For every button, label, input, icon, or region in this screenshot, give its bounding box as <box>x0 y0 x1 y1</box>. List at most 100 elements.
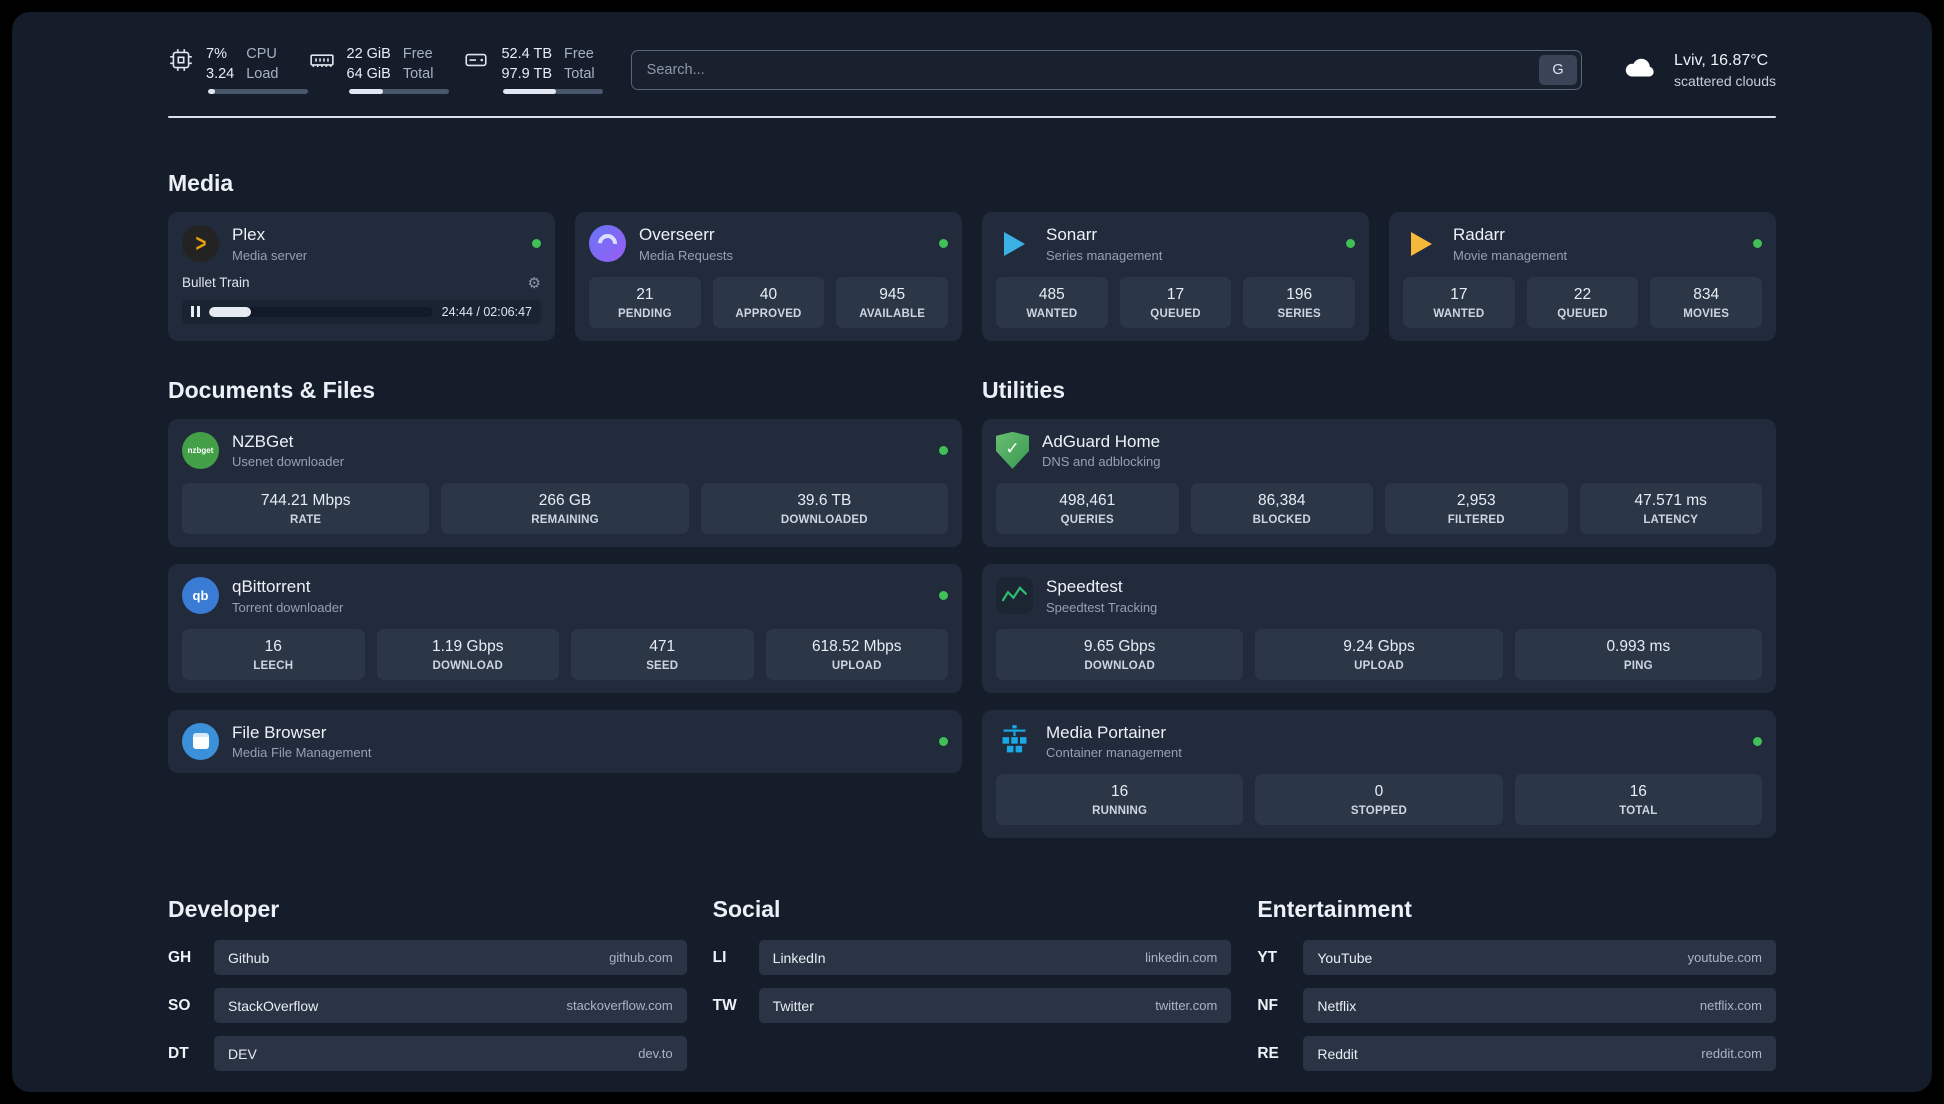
status-dot <box>939 445 948 455</box>
qbittorrent-icon[interactable]: qb <box>182 577 219 615</box>
stat-box: 945 AVAILABLE <box>836 276 949 328</box>
stat-box: 485 WANTED <box>996 276 1108 328</box>
disk-stat: 52.4 TB 97.9 TB Free Total <box>463 46 604 94</box>
app-name-plex[interactable]: Plex <box>232 225 266 244</box>
status-dot <box>1753 736 1762 746</box>
bookmark-row: TW Twitter twitter.com <box>713 988 1232 1024</box>
bookmark-abbr: NF <box>1257 996 1278 1014</box>
cpu-percent: 7% <box>206 46 227 62</box>
speedtest-icon[interactable] <box>996 577 1033 615</box>
app-subtitle-speedtest: Speedtest Tracking <box>1046 599 1158 615</box>
adguard-shield-icon[interactable]: ✓ <box>996 431 1029 469</box>
app-subtitle-portainer: Container management <box>1046 745 1182 761</box>
bookmark-row: NF Netflix netflix.com <box>1257 988 1776 1024</box>
bookmark-link-linkedin[interactable]: LinkedIn linkedin.com <box>758 940 1232 976</box>
app-name-radarr[interactable]: Radarr <box>1453 225 1505 244</box>
stat-value: 39.6 TB <box>797 492 852 510</box>
stat-value: 9.24 Gbps <box>1343 637 1415 655</box>
stat-box: 9.65 Gbps DOWNLOAD <box>996 628 1244 680</box>
bookmark-link-dev[interactable]: DEV dev.to <box>214 1036 687 1072</box>
stat-value: 17 <box>1166 285 1185 303</box>
stat-value: 498,461 <box>1059 492 1116 510</box>
stat-label: DOWNLOAD <box>1084 659 1155 672</box>
app-name-overseerr[interactable]: Overseerr <box>639 225 715 244</box>
cpu-usage-bar <box>208 89 308 94</box>
pause-button[interactable] <box>191 306 200 318</box>
app-name-sonarr[interactable]: Sonarr <box>1046 225 1098 244</box>
stat-label: LEECH <box>253 659 294 672</box>
bookmark-link-twitter[interactable]: Twitter twitter.com <box>758 988 1232 1024</box>
filebrowser-icon[interactable] <box>182 722 219 760</box>
app-name-nzbget[interactable]: NZBGet <box>232 431 294 451</box>
ram-total-label: Total <box>402 66 434 82</box>
ram-free-label: Free <box>402 46 433 62</box>
cpu-chip-icon <box>168 47 194 78</box>
search-provider-button[interactable]: G <box>1539 55 1578 85</box>
overseerr-icon[interactable] <box>589 225 626 263</box>
app-name-qbittorrent[interactable]: qBittorrent <box>232 577 311 597</box>
bookmark-link-youtube[interactable]: YouTube youtube.com <box>1303 940 1776 976</box>
stat-value: 16 <box>1111 783 1129 801</box>
bookmark-link-stackoverflow[interactable]: StackOverflow stackoverflow.com <box>214 988 687 1024</box>
cpu-load-label: Load <box>246 66 279 82</box>
app-subtitle-filebrowser: Media File Management <box>232 745 372 761</box>
stat-value: 40 <box>759 285 778 303</box>
bookmark-group-developer: Developer GH Github github.com SO StackO… <box>168 896 687 1084</box>
section-media: Media > Plex Media server Bullet Train ⚙ <box>168 170 1776 341</box>
section-title-media: Media <box>168 170 234 196</box>
stat-value: 47.571 ms <box>1634 492 1707 510</box>
stat-value: 0 <box>1374 783 1384 801</box>
app-name-portainer[interactable]: Media Portainer <box>1046 722 1167 742</box>
bookmark-link-netflix[interactable]: Netflix netflix.com <box>1303 988 1776 1024</box>
stat-box: 471 SEED <box>571 628 754 680</box>
status-dot <box>939 591 948 601</box>
stat-box: 834 MOVIES <box>1650 276 1763 328</box>
app-name-speedtest[interactable]: Speedtest <box>1046 577 1123 597</box>
status-dot <box>1346 239 1355 249</box>
disk-total-label: Total <box>564 66 595 82</box>
plex-player: 24:44 / 02:06:47 <box>182 299 541 324</box>
status-dot <box>1753 239 1762 249</box>
disk-free-value: 52.4 TB <box>501 46 553 62</box>
bookmark-link-reddit[interactable]: Reddit reddit.com <box>1303 1036 1776 1072</box>
playback-progress-bar[interactable] <box>209 306 433 317</box>
stat-label: QUERIES <box>1060 514 1114 527</box>
stat-box: 17 WANTED <box>1403 276 1515 328</box>
stat-value: 744.21 Mbps <box>260 492 351 510</box>
stat-box: 744.21 Mbps RATE <box>182 483 430 535</box>
radarr-icon[interactable] <box>1403 225 1440 262</box>
app-subtitle-qbittorrent: Torrent downloader <box>232 599 344 615</box>
app-subtitle-nzbget: Usenet downloader <box>232 454 345 470</box>
app-name-filebrowser[interactable]: File Browser <box>232 722 327 742</box>
plex-icon[interactable]: > <box>182 225 219 263</box>
card-speedtest: Speedtest Speedtest Tracking 9.65 Gbps D… <box>982 564 1776 693</box>
app-subtitle-radarr: Movie management <box>1453 247 1568 263</box>
nzbget-icon[interactable]: nzbget <box>182 431 219 469</box>
app-subtitle-adguard: DNS and adblocking <box>1042 454 1161 470</box>
section-utilities: Utilities ✓ AdGuard Home DNS and adblock… <box>982 377 1776 839</box>
bookmark-link-github[interactable]: Github github.com <box>214 940 687 976</box>
stat-label: RUNNING <box>1092 805 1148 818</box>
card-portainer: Media Portainer Container management 16 … <box>982 709 1776 839</box>
stat-value: 945 <box>879 285 906 303</box>
plex-chevron-glyph: > <box>195 229 206 257</box>
bookmark-abbr: RE <box>1257 1044 1279 1062</box>
stat-value: 471 <box>649 637 676 655</box>
bookmark-row: RE Reddit reddit.com <box>1257 1036 1776 1072</box>
stat-label: SEED <box>646 659 679 672</box>
stat-value: 266 GB <box>538 492 592 510</box>
stat-label: UPLOAD <box>831 659 882 672</box>
portainer-icon[interactable] <box>996 723 1033 760</box>
sonarr-icon[interactable] <box>996 225 1033 262</box>
settings-gear-icon[interactable]: ⚙ <box>527 274 541 292</box>
app-name-adguard[interactable]: AdGuard Home <box>1042 431 1161 451</box>
topbar-divider <box>168 116 1776 118</box>
stat-value: 17 <box>1450 285 1468 303</box>
ram-free-value: 22 GiB <box>346 46 391 62</box>
stat-value: 196 <box>1286 285 1313 303</box>
search-input[interactable] <box>630 50 1583 90</box>
stat-value: 834 <box>1693 285 1720 303</box>
ram-icon <box>309 47 335 78</box>
stat-box: 0.993 ms PING <box>1514 628 1762 680</box>
card-adguard: ✓ AdGuard Home DNS and adblocking 498,46… <box>982 418 1776 548</box>
